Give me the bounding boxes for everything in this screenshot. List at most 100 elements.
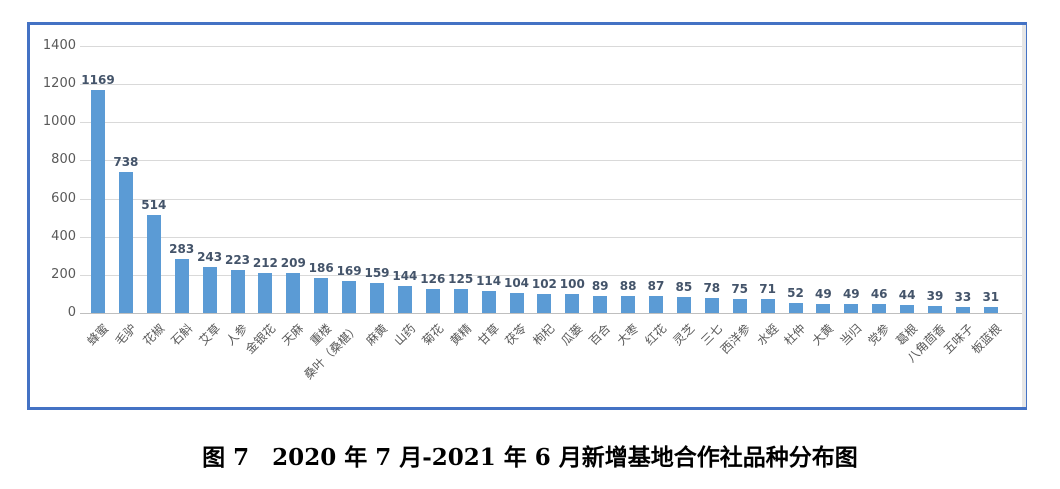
value-label: 100 <box>559 277 585 291</box>
value-label: 126 <box>420 272 446 286</box>
bar <box>453 289 468 313</box>
y-axis-label: 200 <box>51 266 76 282</box>
bar <box>788 303 803 313</box>
value-label: 49 <box>842 287 860 301</box>
y-axis-label: 800 <box>51 152 76 168</box>
bar <box>955 307 970 313</box>
value-label: 87 <box>647 279 665 293</box>
x-axis-label: 水蛭 <box>753 321 781 349</box>
x-axis-label: 毛驴 <box>112 321 140 349</box>
value-label: 212 <box>252 256 278 270</box>
value-label: 104 <box>503 276 530 290</box>
value-label: 1169 <box>81 73 115 87</box>
bar <box>621 296 636 313</box>
y-axis-label: 1200 <box>42 76 76 92</box>
gridline <box>80 160 1022 162</box>
x-axis-label: 百合 <box>586 321 614 349</box>
value-label: 75 <box>731 282 749 296</box>
gridline <box>80 198 1022 200</box>
value-label: 89 <box>591 279 609 293</box>
bar <box>481 291 496 313</box>
bar <box>397 286 412 313</box>
x-axis-label: 石斛 <box>168 321 195 349</box>
x-axis-label: 山药 <box>391 321 419 349</box>
value-label: 114 <box>476 274 502 288</box>
bar <box>900 305 915 313</box>
y-axis-label: 0 <box>67 305 76 320</box>
value-label: 169 <box>336 264 362 278</box>
x-axis-label: 金银花 <box>243 321 279 357</box>
bar <box>509 293 524 313</box>
x-axis-label: 五味子 <box>940 321 977 357</box>
x-axis-label: 黄精 <box>447 321 474 349</box>
x-axis-label: 麻黄 <box>363 321 391 349</box>
value-label: 186 <box>308 261 334 275</box>
value-label: 33 <box>954 290 972 304</box>
bar <box>202 267 217 313</box>
x-axis-label: 大枣 <box>614 321 642 349</box>
chart-frame: 0 200 400 600 800 1000 1200 1400 1169 蜂蜜 738 毛驴 514 花… <box>27 22 1027 410</box>
x-axis-line <box>80 313 1022 314</box>
gridline <box>80 274 1022 276</box>
gridline <box>80 122 1022 124</box>
bar <box>370 283 384 313</box>
y-axis-label: 1400 <box>42 38 76 53</box>
value-label: 39 <box>926 289 944 303</box>
bar <box>118 172 133 313</box>
value-label: 243 <box>197 250 223 264</box>
figure-caption: 图 7 2020 年 7 月-2021 年 6 月新增基地合作社品种分布图 <box>202 444 858 471</box>
x-axis-label: 杜仲 <box>781 321 809 349</box>
gridline <box>80 84 1022 86</box>
value-label: 52 <box>787 286 804 300</box>
x-axis-label: 大黄 <box>809 321 837 349</box>
bar <box>760 299 775 313</box>
x-axis-label: 花椒 <box>140 321 168 349</box>
x-axis-label: 当归 <box>837 321 865 349</box>
bar <box>537 294 552 313</box>
value-label: 144 <box>392 269 418 283</box>
bar <box>258 273 273 313</box>
bar <box>704 298 719 313</box>
value-label: 283 <box>169 242 195 256</box>
x-axis-label: 蜂蜜 <box>84 321 112 349</box>
value-label: 46 <box>870 287 888 301</box>
x-axis-label: 瓜蒌 <box>558 321 586 349</box>
value-label: 159 <box>364 266 390 280</box>
x-axis-label: 党参 <box>865 321 893 349</box>
value-label: 44 <box>898 288 916 302</box>
gridline <box>80 236 1022 238</box>
value-label: 223 <box>224 253 251 267</box>
x-axis-label: 灵芝 <box>670 321 698 349</box>
bar <box>872 304 887 313</box>
value-label: 125 <box>448 272 474 286</box>
value-label: 738 <box>113 155 139 169</box>
bar <box>983 307 998 313</box>
value-label: 209 <box>280 256 306 270</box>
value-label: 49 <box>815 287 832 301</box>
bar <box>425 289 440 313</box>
bar <box>314 278 329 313</box>
value-label: 78 <box>703 281 721 295</box>
x-axis-label: 甘草 <box>474 321 502 349</box>
bar <box>732 299 747 313</box>
y-axis-label: 1000 <box>42 114 76 130</box>
y-axis-label: 600 <box>51 190 76 206</box>
bar <box>816 304 831 313</box>
value-label: 71 <box>759 282 776 296</box>
x-axis-label: 枸杞 <box>530 321 558 349</box>
bar <box>146 215 161 313</box>
bar <box>286 273 301 313</box>
value-label: 514 <box>141 198 167 212</box>
value-label: 31 <box>982 290 1000 304</box>
bar <box>91 90 105 313</box>
bar <box>565 294 580 313</box>
bar <box>649 296 663 313</box>
bar <box>844 304 859 313</box>
bar <box>174 259 189 313</box>
value-label: 102 <box>531 277 557 291</box>
bar <box>230 270 245 313</box>
x-axis-label: 菊花 <box>419 321 447 349</box>
bar <box>593 296 608 313</box>
x-axis-label: 板蓝根 <box>968 321 1005 357</box>
